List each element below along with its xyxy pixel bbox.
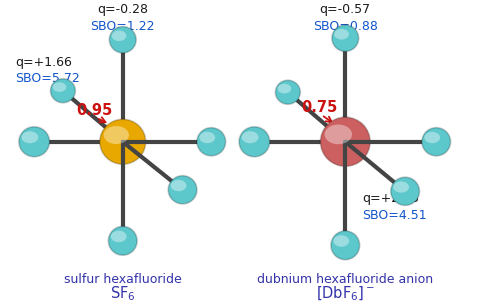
Text: dubnium hexafluoride anion: dubnium hexafluoride anion xyxy=(257,273,433,286)
Text: sulfur hexafluoride: sulfur hexafluoride xyxy=(64,273,181,286)
Ellipse shape xyxy=(334,29,349,40)
Ellipse shape xyxy=(171,180,186,191)
Ellipse shape xyxy=(424,132,440,143)
Ellipse shape xyxy=(334,235,349,247)
Ellipse shape xyxy=(19,127,49,157)
Ellipse shape xyxy=(331,231,360,260)
Ellipse shape xyxy=(104,126,129,144)
Text: q=+2.43: q=+2.43 xyxy=(362,192,419,205)
Text: SF$_6$: SF$_6$ xyxy=(110,284,136,303)
Ellipse shape xyxy=(332,25,359,52)
Ellipse shape xyxy=(241,131,259,143)
Ellipse shape xyxy=(422,128,451,156)
Ellipse shape xyxy=(197,128,226,156)
Ellipse shape xyxy=(112,30,126,41)
Text: SBO=0.88: SBO=0.88 xyxy=(313,20,378,33)
Ellipse shape xyxy=(109,27,136,53)
Text: SBO=4.51: SBO=4.51 xyxy=(362,209,427,222)
Text: q=+1.66: q=+1.66 xyxy=(15,56,72,69)
Ellipse shape xyxy=(199,132,215,143)
Ellipse shape xyxy=(50,79,75,103)
Ellipse shape xyxy=(108,226,137,255)
Ellipse shape xyxy=(111,231,127,242)
Ellipse shape xyxy=(277,84,291,93)
Ellipse shape xyxy=(168,176,197,204)
Text: 0.75: 0.75 xyxy=(301,100,337,115)
Text: [DbF$_6$]$^-$: [DbF$_6$]$^-$ xyxy=(316,284,375,303)
Ellipse shape xyxy=(324,124,352,144)
Ellipse shape xyxy=(53,82,66,92)
Ellipse shape xyxy=(100,119,146,164)
Ellipse shape xyxy=(321,117,370,166)
Text: SBO=5.72: SBO=5.72 xyxy=(15,72,80,85)
Ellipse shape xyxy=(239,127,270,157)
Text: 0.95: 0.95 xyxy=(76,103,112,118)
Ellipse shape xyxy=(276,80,300,104)
Text: q=-0.57: q=-0.57 xyxy=(320,3,371,16)
Ellipse shape xyxy=(391,177,420,205)
Text: q=-0.28: q=-0.28 xyxy=(97,3,148,16)
Text: SBO=1.22: SBO=1.22 xyxy=(91,20,155,33)
Ellipse shape xyxy=(393,181,409,193)
Ellipse shape xyxy=(22,131,38,143)
